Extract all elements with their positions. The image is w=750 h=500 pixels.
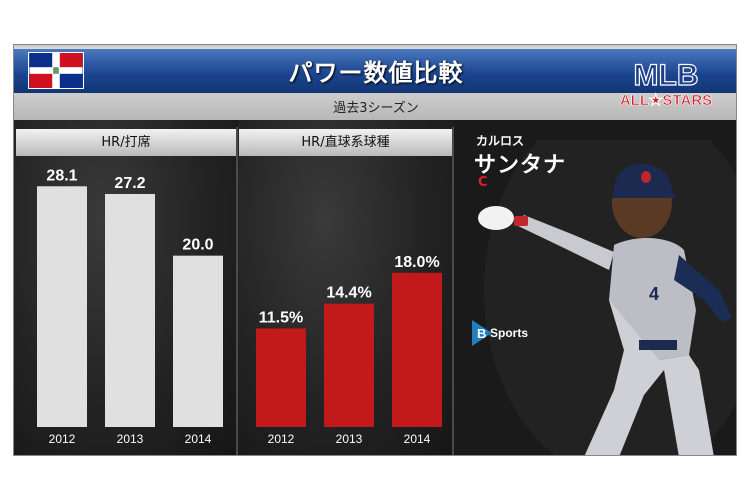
bar-value-label: 20.0 <box>182 237 213 254</box>
bar-chart-hr-fastball: 11.5% 2012 14.4% 2013 18.0% 2014 <box>256 254 442 446</box>
panel-divider <box>452 127 454 455</box>
dominican-republic-flag-icon <box>28 52 84 89</box>
page-title: パワー数値比較 <box>288 59 464 87</box>
svg-text:4: 4 <box>649 284 659 304</box>
svg-text:ALL★STARS: ALL★STARS <box>620 92 712 109</box>
x-tick-label: 2012 <box>49 432 76 446</box>
chart-title-hr-per-pa: HR/打席 <box>16 129 236 156</box>
bar-value-label: 18.0% <box>394 254 439 271</box>
svg-text:MLB: MLB <box>634 59 699 92</box>
bar-2013 <box>324 303 374 427</box>
player-panel: 4 カルロス サンタナ C B Sports <box>454 120 736 455</box>
mlb-all-stars-logo: MLB ALL★STARS <box>620 58 713 109</box>
bar-value-label: 27.2 <box>114 175 145 192</box>
player-photo: 4 <box>478 140 736 455</box>
bar-value-label: 14.4% <box>326 285 371 302</box>
bar-chart-hr-per-pa: 28.1 2012 27.2 2013 20.0 2014 <box>37 167 223 446</box>
player-position: C <box>478 175 488 190</box>
brand-initial: B <box>477 326 486 341</box>
player-last-name: サンタナ <box>474 153 567 178</box>
bar-2012 <box>256 328 306 427</box>
bar-value-label: 11.5% <box>259 309 303 326</box>
bar-value-label: 28.1 <box>46 167 77 184</box>
chart-title-hr-fastball: HR/直球系球種 <box>239 129 452 156</box>
x-tick-label: 2014 <box>404 432 431 446</box>
header: パワー数値比較 過去3シーズン MLB ALL★STARS <box>14 45 736 120</box>
bar-2013 <box>105 193 155 427</box>
b-sports-logo: B Sports <box>472 320 528 346</box>
bar-2014 <box>392 272 442 427</box>
x-tick-label: 2014 <box>185 432 212 446</box>
x-tick-label: 2013 <box>117 432 144 446</box>
page-subtitle: 過去3シーズン <box>333 101 419 116</box>
player-first-name: カルロス <box>476 134 525 148</box>
x-tick-label: 2012 <box>268 432 295 446</box>
bar-2012 <box>37 186 87 427</box>
panel-divider <box>236 127 238 455</box>
title-bar <box>14 49 736 93</box>
infographic: パワー数値比較 過去3シーズン MLB ALL★STARS HR/打席 HR/直… <box>13 44 737 456</box>
bar-2014 <box>173 255 223 427</box>
x-tick-label: 2013 <box>336 432 363 446</box>
brand-label: Sports <box>490 326 528 340</box>
